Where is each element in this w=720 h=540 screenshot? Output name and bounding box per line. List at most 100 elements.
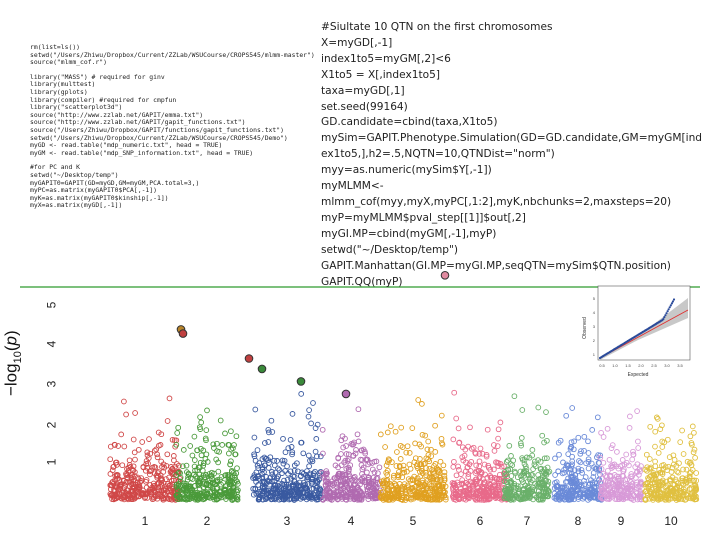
snp-point [400, 462, 407, 469]
snp-point [590, 470, 597, 476]
snp-point [532, 480, 538, 487]
snp-point [387, 423, 394, 430]
snp-point [656, 466, 663, 473]
snp-point [160, 494, 167, 501]
snp-point [476, 458, 483, 465]
snp-point [654, 487, 660, 494]
snp-point [658, 482, 665, 489]
snp-point [588, 492, 595, 499]
snp-point [647, 423, 654, 430]
snp-point [683, 466, 690, 473]
snp-point [680, 481, 687, 488]
snp-point [347, 475, 354, 482]
code-line: source("http://www.zzlab.net/GAPIT/emma.… [30, 110, 204, 119]
snp-point [115, 494, 122, 501]
snp-point [439, 441, 446, 448]
snp-point [154, 491, 161, 497]
snp-point [304, 492, 311, 498]
snp-point [151, 485, 158, 492]
snp-point [625, 489, 632, 496]
snp-point [511, 393, 518, 400]
snp-point [636, 471, 642, 478]
snp-point [422, 460, 428, 467]
snp-point [207, 479, 213, 486]
snp-point [254, 462, 261, 469]
snp-point [312, 425, 319, 431]
snp-point [568, 444, 574, 451]
snp-point [390, 486, 397, 493]
snp-point [230, 470, 237, 476]
snp-point [578, 482, 585, 489]
snp-point [566, 497, 572, 503]
snp-point [401, 484, 408, 490]
snp-point [615, 491, 622, 497]
snp-point [412, 490, 419, 497]
snp-point [130, 463, 137, 470]
snp-point [163, 495, 169, 502]
snp-point [481, 490, 487, 497]
snp-point [526, 487, 532, 494]
snp-point [637, 468, 643, 475]
snp-point [491, 492, 497, 499]
snp-point [477, 445, 484, 452]
snp-point [552, 455, 558, 462]
snp-point [633, 482, 639, 488]
snp-point [504, 479, 510, 486]
qq-y-tick: 1 [593, 352, 596, 357]
snp-point [690, 478, 696, 484]
snp-point [664, 467, 671, 474]
snp-point [165, 481, 171, 487]
snp-point [340, 477, 346, 484]
snp-point [498, 463, 505, 470]
snp-point [473, 462, 480, 469]
qq-x-tick: 0.5 [599, 363, 605, 368]
snp-point [680, 451, 687, 457]
snp-point [582, 474, 589, 480]
snp-point [119, 462, 126, 469]
snp-point [688, 495, 694, 502]
snp-point [366, 482, 373, 489]
snp-point [587, 480, 593, 487]
code-line: GAPIT.Manhattan(GI.MP=myGI.MP,seqQTN=myS… [321, 259, 671, 272]
snp-point [515, 488, 522, 495]
snp-point [268, 417, 275, 424]
snp-point [473, 468, 480, 475]
snp-point [510, 457, 517, 464]
snp-point [268, 478, 275, 485]
snp-point [468, 445, 475, 452]
snp-point [154, 454, 161, 461]
qq-xlabel: Expected [628, 372, 649, 378]
code-line: library(multtest) [30, 80, 96, 89]
snp-point [693, 470, 700, 476]
snp-point [561, 469, 568, 476]
snp-point [687, 433, 694, 440]
snp-point [650, 470, 657, 476]
snp-point [266, 460, 272, 466]
code-line: #for PC and K [30, 163, 81, 172]
snp-point [230, 487, 237, 494]
snp-point [398, 424, 405, 431]
snp-point [214, 477, 221, 483]
snp-point [569, 405, 576, 411]
snp-point [486, 490, 493, 496]
snp-point [519, 407, 526, 413]
snp-point [536, 484, 542, 490]
snp-point [118, 431, 125, 438]
snp-point [433, 473, 439, 479]
snp-point [262, 440, 268, 446]
snp-point [121, 443, 128, 450]
snp-point [529, 452, 536, 459]
snp-point [565, 451, 572, 457]
snp-point [561, 466, 567, 473]
snp-point [491, 475, 498, 481]
snp-point [491, 448, 498, 454]
snp-point [155, 473, 161, 479]
snp-point [455, 492, 462, 499]
snp-point [371, 458, 378, 465]
snp-point [575, 465, 582, 472]
snp-point [591, 464, 598, 471]
snp-point [437, 458, 444, 465]
snp-point [352, 481, 359, 488]
snp-point [299, 469, 305, 476]
snp-point [338, 451, 344, 457]
